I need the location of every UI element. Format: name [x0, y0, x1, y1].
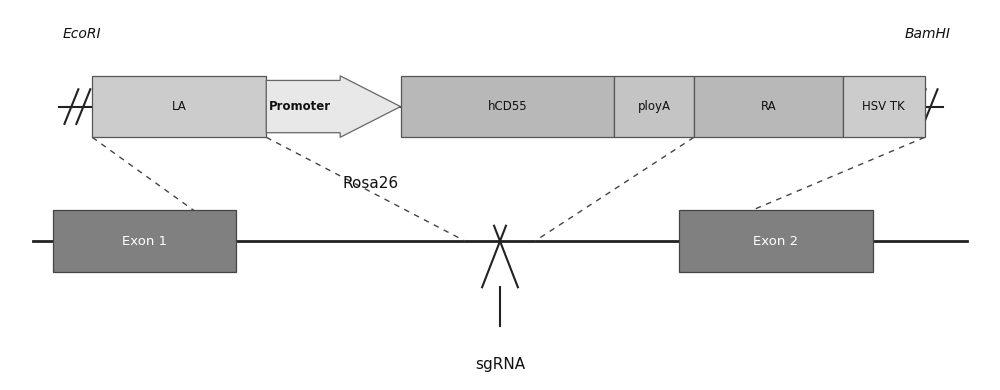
Text: Exon 2: Exon 2 [753, 235, 799, 248]
FancyBboxPatch shape [614, 76, 694, 137]
Text: Promoter: Promoter [268, 100, 331, 113]
FancyBboxPatch shape [53, 210, 236, 272]
FancyBboxPatch shape [843, 76, 925, 137]
Text: Rosa26: Rosa26 [343, 176, 399, 191]
Text: RA: RA [761, 100, 776, 113]
Polygon shape [266, 76, 401, 137]
FancyBboxPatch shape [401, 76, 614, 137]
Text: hCD55: hCD55 [488, 100, 527, 113]
Text: BamHI: BamHI [905, 27, 951, 41]
FancyBboxPatch shape [694, 76, 843, 137]
Text: EcoRI: EcoRI [63, 27, 102, 41]
Text: HSV TK: HSV TK [862, 100, 905, 113]
FancyBboxPatch shape [92, 76, 266, 137]
FancyBboxPatch shape [679, 210, 873, 272]
Text: ployA: ployA [638, 100, 671, 113]
Text: sgRNA: sgRNA [475, 357, 525, 372]
Text: Exon 1: Exon 1 [122, 235, 167, 248]
Text: LA: LA [172, 100, 187, 113]
